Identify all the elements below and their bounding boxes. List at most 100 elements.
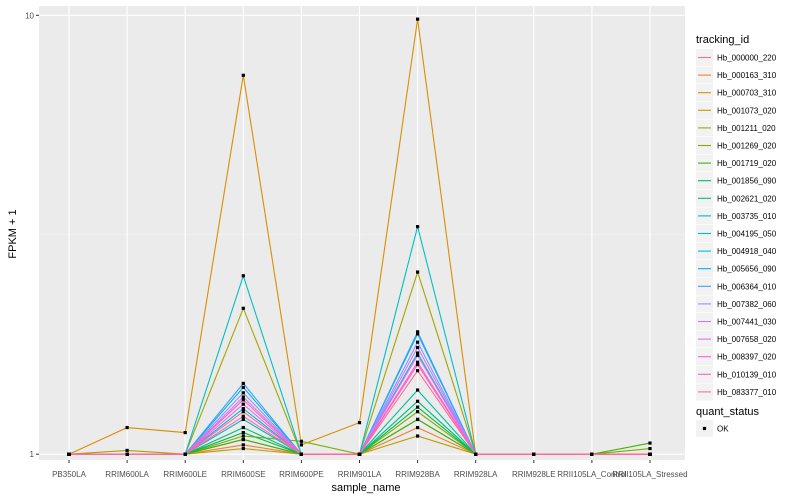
legend-item: Hb_000000_220: [696, 49, 777, 66]
data-point: [416, 425, 420, 430]
x-tick-label: RRIM928BA: [395, 470, 440, 479]
data-point: [299, 452, 303, 456]
data-point: [125, 452, 129, 456]
data-point: [357, 452, 362, 456]
legend-item: Hb_007382_060: [696, 295, 777, 313]
data-point: [241, 425, 245, 430]
legend-label: Hb_000000_220: [717, 54, 777, 63]
data-point: [183, 452, 187, 456]
legend-label: Hb_001856_090: [717, 177, 777, 186]
legend-label: Hb_006364_010: [717, 282, 777, 291]
data-point: [648, 452, 652, 456]
legend-item: Hb_005656_090: [696, 260, 777, 278]
legend-label: Hb_008397_020: [717, 353, 777, 362]
legend-label: Hb_001073_020: [717, 106, 777, 115]
legend-label: Hb_004918_040: [717, 247, 777, 256]
data-point: [416, 345, 420, 350]
x-tick-label: RRIM600LA: [105, 470, 149, 479]
data-point: [532, 452, 536, 456]
data-point: [416, 17, 420, 21]
legend-item: Hb_004918_040: [696, 242, 777, 260]
data-point: [241, 437, 245, 442]
data-points: [67, 17, 652, 456]
legend-label: Hb_000703_310: [717, 89, 777, 98]
legend-item: Hb_000163_310: [696, 66, 777, 84]
x-tick-label: PB350LA: [52, 470, 86, 479]
legend-label: Hb_010139_010: [717, 370, 777, 379]
x-tick-label: RRIM600PE: [279, 470, 323, 479]
data-point: [416, 399, 420, 403]
plot-panel: [39, 6, 685, 460]
y-tick-label: 10: [25, 11, 34, 20]
data-point: [474, 452, 478, 456]
data-point: [416, 353, 420, 357]
data-point: [416, 332, 420, 336]
legend-label: Hb_002621_020: [717, 194, 777, 203]
x-tick-label: RRIM600SE: [221, 470, 265, 479]
data-point: [648, 441, 652, 445]
data-point: [241, 306, 245, 310]
data-point: [241, 410, 245, 414]
legend-item: Hb_010139_010: [696, 365, 777, 383]
data-point: [241, 398, 245, 402]
legend-key-point: [702, 426, 707, 431]
x-tick-label: RRII105LA_Control: [557, 470, 627, 479]
data-point: [241, 407, 245, 411]
data-point: [241, 446, 245, 451]
legend-item: Hb_001073_020: [696, 101, 777, 119]
data-point: [125, 448, 129, 453]
legend-item: Hb_007658_020: [696, 330, 777, 348]
legend-item: Hb_001719_020: [696, 154, 777, 172]
y-axis-title: FPKM + 1: [7, 209, 19, 258]
y-tick-label: 1: [30, 450, 35, 459]
data-point: [125, 425, 129, 430]
legend-label: Hb_083377_010: [717, 388, 777, 397]
legend-label: Hb_003735_010: [717, 212, 777, 221]
data-point: [416, 351, 420, 355]
legend: tracking_id quant_status Hb_000000_220 Hb…: [696, 34, 777, 437]
data-point: [648, 446, 652, 451]
data-point: [67, 452, 71, 456]
data-point: [241, 434, 245, 438]
legend-label: Hb_004195_050: [717, 230, 777, 239]
x-tick-label: RRIM928LA: [454, 470, 498, 479]
legend-label: Hb_007658_020: [717, 335, 777, 344]
data-point: [416, 360, 420, 364]
data-point: [590, 452, 594, 456]
legend-item: Hb_001211_020: [696, 119, 776, 137]
data-point: [416, 410, 420, 414]
panel-background: [39, 6, 685, 460]
data-point: [241, 381, 245, 385]
data-point: [416, 388, 420, 392]
data-point: [416, 330, 420, 334]
data-point: [241, 430, 245, 435]
data-point: [299, 439, 303, 443]
data-point: [241, 402, 245, 406]
data-point: [241, 417, 245, 422]
legend-label: Hb_001269_020: [717, 142, 777, 151]
x-tick-label: RRIM901LA: [338, 470, 382, 479]
data-point: [416, 270, 420, 274]
legend-item: Hb_000703_310: [696, 84, 777, 102]
shape-legend-title: quant_status: [696, 406, 759, 418]
data-point: [416, 417, 420, 422]
data-point: [241, 414, 245, 418]
data-point: [183, 430, 187, 435]
data-point: [357, 421, 362, 425]
data-point: [416, 363, 420, 367]
shape-legend-item: OK: [696, 420, 729, 437]
data-point: [241, 443, 245, 447]
legend-item: Hb_004195_050: [696, 225, 777, 242]
legend-label: Hb_000163_310: [717, 71, 777, 80]
legend-item: Hb_008397_020: [696, 348, 777, 366]
data-point: [241, 395, 245, 399]
legend-label: Hb_007382_060: [717, 300, 777, 309]
legend-label: Hb_001211_020: [717, 124, 776, 133]
data-point: [241, 274, 245, 278]
legend-label: Hb_001719_020: [717, 159, 777, 168]
x-tick-label: RRII105LA_Stressed: [612, 470, 687, 479]
x-tick-label: RRIM928LE: [512, 470, 556, 479]
legend-item: Hb_002621_020: [696, 189, 777, 207]
legend-item: Hb_001269_020: [696, 137, 777, 154]
